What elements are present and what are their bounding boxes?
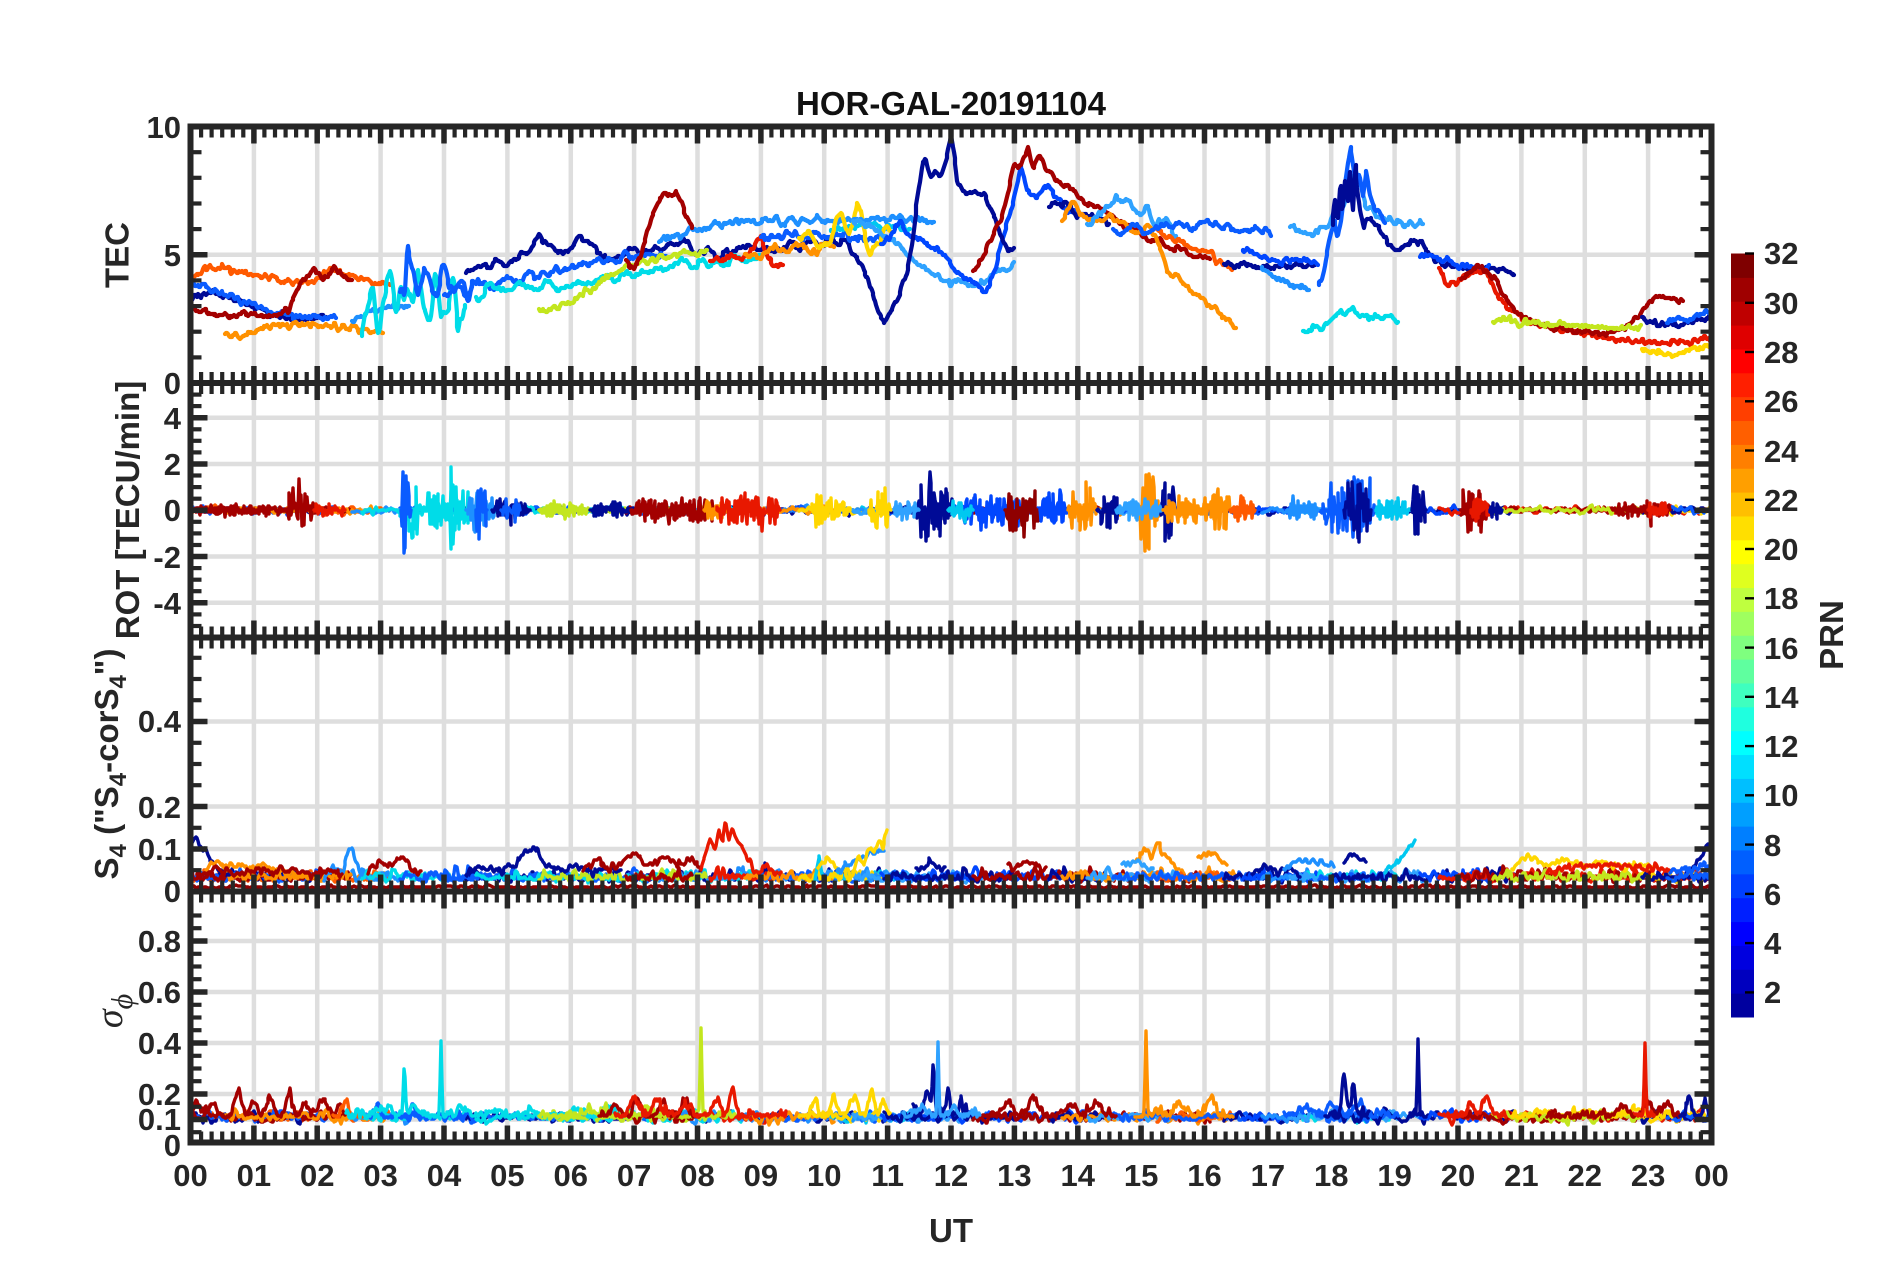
svg-text:ROT [TECU/min]: ROT [TECU/min] bbox=[109, 381, 146, 639]
svg-text:0: 0 bbox=[164, 493, 181, 528]
svg-text:06: 06 bbox=[554, 1158, 588, 1193]
svg-text:19: 19 bbox=[1377, 1158, 1411, 1193]
svg-text:4: 4 bbox=[1764, 926, 1782, 961]
svg-text:28: 28 bbox=[1764, 335, 1798, 370]
svg-text:09: 09 bbox=[744, 1158, 778, 1193]
svg-text:20: 20 bbox=[1441, 1158, 1475, 1193]
svg-text:13: 13 bbox=[997, 1158, 1031, 1193]
svg-text:07: 07 bbox=[617, 1158, 651, 1193]
svg-text:0.2: 0.2 bbox=[138, 790, 181, 825]
svg-text:4: 4 bbox=[164, 401, 182, 436]
svg-text:04: 04 bbox=[427, 1158, 462, 1193]
svg-text:30: 30 bbox=[1764, 286, 1798, 321]
svg-text:26: 26 bbox=[1764, 384, 1798, 419]
svg-text:05: 05 bbox=[490, 1158, 524, 1193]
svg-text:23: 23 bbox=[1631, 1158, 1665, 1193]
svg-text:11: 11 bbox=[871, 1158, 904, 1193]
svg-text:00: 00 bbox=[173, 1158, 207, 1193]
svg-text:0.4: 0.4 bbox=[138, 1026, 182, 1061]
svg-text:10: 10 bbox=[147, 110, 181, 145]
svg-text:22: 22 bbox=[1568, 1158, 1602, 1193]
svg-text:HOR-GAL-20191104: HOR-GAL-20191104 bbox=[796, 85, 1107, 122]
svg-text:12: 12 bbox=[1764, 729, 1798, 764]
svg-text:18: 18 bbox=[1314, 1158, 1348, 1193]
svg-text:2: 2 bbox=[164, 447, 181, 482]
svg-text:16: 16 bbox=[1187, 1158, 1221, 1193]
svg-text:0.6: 0.6 bbox=[138, 975, 181, 1010]
svg-text:2: 2 bbox=[1764, 975, 1781, 1010]
svg-text:0.8: 0.8 bbox=[138, 924, 181, 959]
svg-text:-4: -4 bbox=[153, 586, 181, 621]
svg-text:20: 20 bbox=[1764, 532, 1798, 567]
svg-text:15: 15 bbox=[1124, 1158, 1158, 1193]
svg-text:0.1: 0.1 bbox=[138, 832, 181, 867]
svg-text:0: 0 bbox=[164, 1128, 181, 1163]
svg-text:8: 8 bbox=[1764, 828, 1781, 863]
svg-text:16: 16 bbox=[1764, 631, 1798, 666]
svg-text:12: 12 bbox=[934, 1158, 968, 1193]
svg-text:0.2: 0.2 bbox=[138, 1077, 181, 1112]
svg-text:PRN: PRN bbox=[1813, 600, 1850, 670]
svg-text:0: 0 bbox=[164, 366, 181, 401]
svg-text:0.4: 0.4 bbox=[138, 704, 182, 739]
svg-text:0.1: 0.1 bbox=[138, 1102, 181, 1137]
svg-text:10: 10 bbox=[807, 1158, 841, 1193]
svg-text:24: 24 bbox=[1764, 434, 1799, 469]
svg-text:32: 32 bbox=[1764, 236, 1798, 271]
svg-text:03: 03 bbox=[363, 1158, 397, 1193]
svg-text:10: 10 bbox=[1764, 778, 1798, 813]
svg-text:18: 18 bbox=[1764, 581, 1798, 616]
svg-text:01: 01 bbox=[237, 1158, 271, 1193]
svg-text:5: 5 bbox=[164, 238, 181, 273]
svg-text:-2: -2 bbox=[153, 540, 181, 575]
svg-text:14: 14 bbox=[1764, 680, 1799, 715]
svg-text:UT: UT bbox=[929, 1212, 973, 1249]
svg-text:21: 21 bbox=[1504, 1158, 1538, 1193]
svg-text:0: 0 bbox=[164, 874, 181, 909]
svg-text:02: 02 bbox=[300, 1158, 334, 1193]
svg-text:22: 22 bbox=[1764, 483, 1798, 518]
svg-text:00: 00 bbox=[1694, 1158, 1728, 1193]
svg-text:6: 6 bbox=[1764, 877, 1781, 912]
svg-text:14: 14 bbox=[1061, 1158, 1096, 1193]
svg-text:TEC: TEC bbox=[99, 222, 136, 288]
svg-text:17: 17 bbox=[1251, 1158, 1285, 1193]
svg-text:08: 08 bbox=[680, 1158, 714, 1193]
